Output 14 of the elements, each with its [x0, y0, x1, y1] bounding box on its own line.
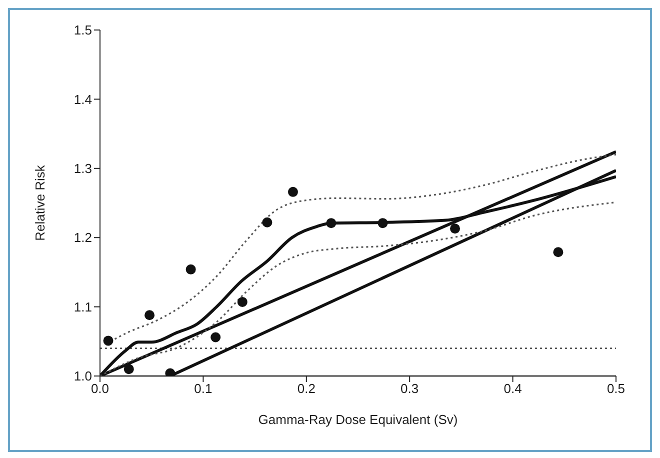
- y-tick-label: 1.3: [74, 161, 92, 176]
- y-axis-title: Relative Risk: [32, 164, 48, 241]
- x-tick-label: 0.4: [504, 381, 522, 396]
- x-axis-title: Gamma-Ray Dose Equivalent (Sv): [258, 412, 458, 427]
- y-tick-label: 1.5: [74, 22, 92, 38]
- y-tick-label: 1.0: [74, 368, 92, 384]
- y-tick-label: 1.2: [74, 230, 92, 246]
- y-tick-label: 1.1: [74, 299, 92, 314]
- x-tick-label: 0.5: [606, 381, 626, 396]
- x-tick-label: 0.0: [90, 381, 110, 396]
- x-tick-label: 0.3: [400, 381, 419, 396]
- y-tick-label: 1.4: [74, 92, 92, 107]
- x-tick-label: 0.1: [194, 381, 212, 396]
- x-tick-label: 0.2: [297, 381, 316, 396]
